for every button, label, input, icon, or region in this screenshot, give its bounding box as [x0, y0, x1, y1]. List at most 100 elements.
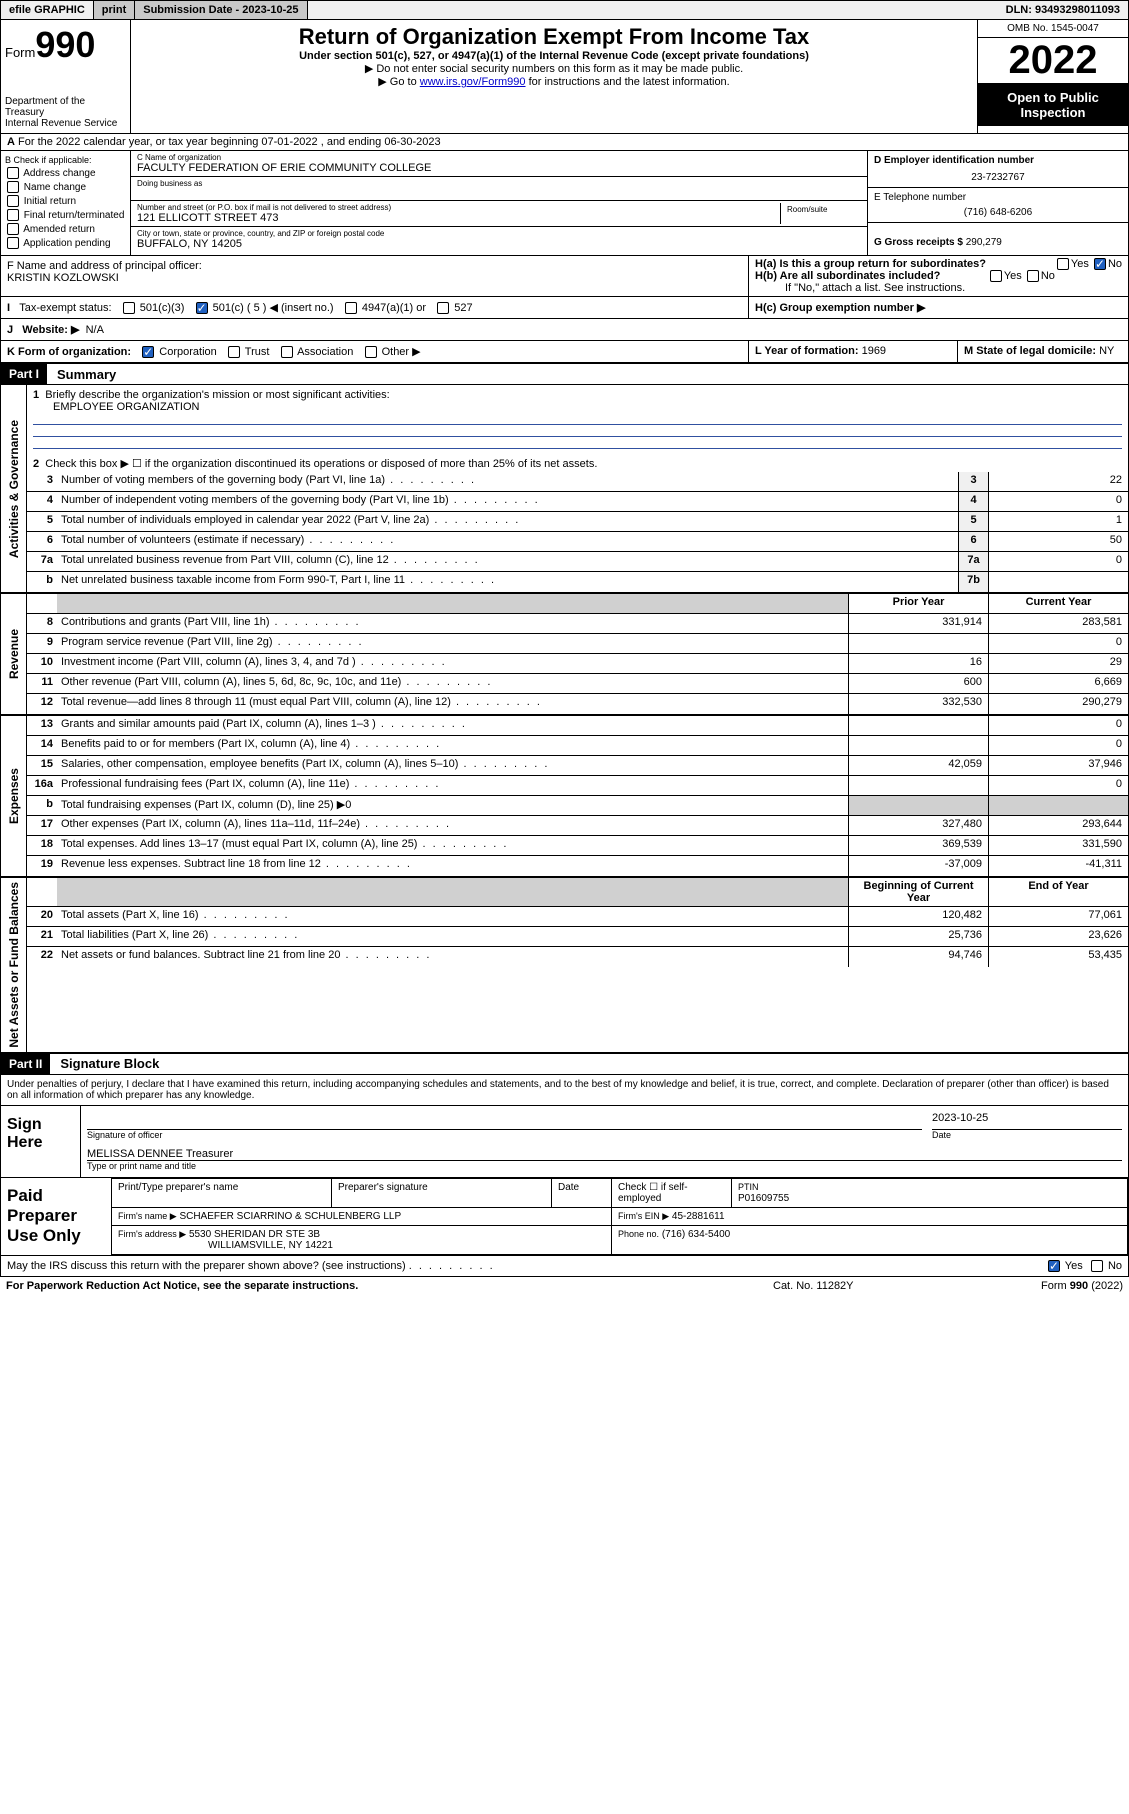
table-row: 18Total expenses. Add lines 13–17 (must … [27, 836, 1128, 856]
col-d-meta: D Employer identification number 23-7232… [868, 151, 1128, 255]
part2-badge: Part II [1, 1054, 50, 1074]
irs-link[interactable]: www.irs.gov/Form990 [420, 76, 526, 88]
mission-text: EMPLOYEE ORGANIZATION [33, 401, 200, 413]
omb-cell: OMB No. 1545-0047 2022 Open to Public In… [978, 20, 1128, 133]
dln-label: DLN: 93493298011093 [998, 1, 1128, 19]
section-expenses: Expenses 13Grants and similar amounts pa… [0, 716, 1129, 878]
table-row: 21Total liabilities (Part X, line 26)25,… [27, 927, 1128, 947]
cb-application-pending[interactable]: Application pending [5, 237, 126, 251]
address-row: Number and street (or P.O. box if mail i… [131, 201, 867, 227]
efile-label: efile GRAPHIC [1, 1, 94, 19]
col-b-checkboxes: B Check if applicable: Address change Na… [1, 151, 131, 255]
sig-date-value: 2023-10-25 [932, 1112, 1122, 1130]
group-exemption: H(c) Group exemption number ▶ [748, 297, 1128, 318]
note-link: ▶ Go to www.irs.gov/Form990 for instruct… [139, 75, 969, 88]
paid-preparer-label: Paid Preparer Use Only [1, 1178, 111, 1255]
section-net-assets: Net Assets or Fund Balances Beginning of… [0, 878, 1129, 1054]
line2: 2 Check this box ▶ ☐ if the organization… [27, 449, 1128, 472]
table-row: 7aTotal unrelated business revenue from … [27, 552, 1128, 572]
tax-year: 2022 [978, 37, 1128, 84]
table-row: 3Number of voting members of the governi… [27, 472, 1128, 492]
na-header-row: Beginning of Current Year End of Year [27, 878, 1128, 907]
pt-sig-label: Preparer's signature [332, 1178, 552, 1207]
rev-header-row: Prior Year Current Year [27, 594, 1128, 614]
title-cell: Return of Organization Exempt From Incom… [131, 20, 978, 133]
page-footer: For Paperwork Reduction Act Notice, see … [0, 1277, 1129, 1295]
print-button[interactable]: print [94, 1, 135, 19]
sign-here-label: Sign Here [1, 1106, 81, 1177]
col-b-title: B Check if applicable: [5, 155, 126, 165]
pt-name-label: Print/Type preparer's name [112, 1178, 332, 1207]
part1-title: Summary [47, 367, 116, 382]
form-title: Return of Organization Exempt From Incom… [139, 24, 969, 50]
table-row: 14Benefits paid to or for members (Part … [27, 736, 1128, 756]
table-row: 4Number of independent voting members of… [27, 492, 1128, 512]
form-word: Form [5, 45, 35, 60]
part2-header-row: Part II Signature Block [0, 1054, 1129, 1075]
cb-name-change[interactable]: Name change [5, 181, 126, 195]
org-name-cell: C Name of organization FACULTY FEDERATIO… [131, 151, 867, 177]
omb-number: OMB No. 1545-0047 [978, 20, 1128, 37]
year-state: L Year of formation: 1969 M State of leg… [748, 341, 1128, 362]
preparer-table: Print/Type preparer's name Preparer's si… [111, 1178, 1128, 1255]
tel-cell: E Telephone number (716) 648-6206 [868, 188, 1128, 223]
part1-badge: Part I [1, 364, 47, 384]
line1-label: Briefly describe the organization's miss… [45, 389, 389, 401]
table-row: 22Net assets or fund balances. Subtract … [27, 947, 1128, 967]
footer-left: For Paperwork Reduction Act Notice, see … [6, 1280, 773, 1292]
form-of-org: K Form of organization: Corporation Trus… [1, 341, 748, 362]
footer-center: Cat. No. 11282Y [773, 1280, 973, 1292]
table-row: 9Program service revenue (Part VIII, lin… [27, 634, 1128, 654]
table-row: 6Total number of volunteers (estimate if… [27, 532, 1128, 552]
table-row: bNet unrelated business taxable income f… [27, 572, 1128, 592]
pt-date-label: Date [552, 1178, 612, 1207]
preparer-block: Paid Preparer Use Only Print/Type prepar… [1, 1177, 1128, 1255]
firm-name-cell: Firm's name ▶ SCHAEFER SCIARRINO & SCHUL… [112, 1207, 612, 1225]
table-row: 19Revenue less expenses. Subtract line 1… [27, 856, 1128, 876]
table-row: 20Total assets (Part X, line 16)120,4827… [27, 907, 1128, 927]
city-cell: City or town, state or province, country… [131, 227, 867, 252]
type-name-label: Type or print name and title [87, 1161, 1122, 1171]
table-row: 10Investment income (Part VIII, column (… [27, 654, 1128, 674]
room-suite-label: Room/suite [787, 205, 855, 214]
cb-address-change[interactable]: Address change [5, 167, 126, 181]
form-num: 990 [35, 24, 95, 65]
gross-cell: G Gross receipts $ 290,279 [868, 223, 1128, 252]
row-i-hc: I Tax-exempt status: 501(c)(3) 501(c) ( … [0, 297, 1129, 319]
table-row: 11Other revenue (Part VIII, column (A), … [27, 674, 1128, 694]
principal-officer: F Name and address of principal officer:… [1, 256, 748, 296]
table-row: 15Salaries, other compensation, employee… [27, 756, 1128, 776]
form-subtitle: Under section 501(c), 527, or 4947(a)(1)… [139, 50, 969, 62]
note-ssn: ▶ Do not enter social security numbers o… [139, 62, 969, 75]
discuss-row: May the IRS discuss this return with the… [1, 1255, 1128, 1276]
part1-header-row: Part I Summary [0, 364, 1129, 385]
table-row: bTotal fundraising expenses (Part IX, co… [27, 796, 1128, 816]
sig-officer-label: Signature of officer [87, 1130, 922, 1140]
submission-date-button[interactable]: Submission Date - 2023-10-25 [135, 1, 307, 19]
open-inspection: Open to Public Inspection [978, 84, 1128, 126]
ptin-cell: PTINP01609755 [732, 1178, 1128, 1207]
col-c-org-info: C Name of organization FACULTY FEDERATIO… [131, 151, 868, 255]
section-revenue: Revenue Prior Year Current Year 8Contrib… [0, 594, 1129, 716]
firm-phone-cell: Phone no. (716) 634-5400 [612, 1225, 1128, 1254]
block-bcd: B Check if applicable: Address change Na… [0, 151, 1129, 256]
sign-fields: Signature of officer 2023-10-25 Date MEL… [81, 1106, 1128, 1177]
form-number-cell: Form990 Department of the Treasury Inter… [1, 20, 131, 133]
row-klm: K Form of organization: Corporation Trus… [0, 341, 1129, 364]
side-label-expenses: Expenses [5, 764, 23, 828]
part2-title: Signature Block [50, 1056, 159, 1071]
cb-amended-return[interactable]: Amended return [5, 223, 126, 237]
footer-right: Form 990 (2022) [973, 1280, 1123, 1292]
top-bar: efile GRAPHIC print Submission Date - 20… [0, 0, 1129, 20]
cb-final-return[interactable]: Final return/terminated [5, 209, 126, 223]
dba-cell: Doing business as [131, 177, 867, 201]
cb-initial-return[interactable]: Initial return [5, 195, 126, 209]
signature-block: Under penalties of perjury, I declare th… [0, 1075, 1129, 1277]
side-label-ag: Activities & Governance [5, 416, 23, 562]
table-row: 13Grants and similar amounts paid (Part … [27, 716, 1128, 736]
section-activities-governance: Activities & Governance 1 Briefly descri… [0, 385, 1129, 594]
table-row: 12Total revenue—add lines 8 through 11 (… [27, 694, 1128, 714]
pt-check-label: Check ☐ if self-employed [612, 1178, 732, 1207]
side-label-netassets: Net Assets or Fund Balances [5, 878, 23, 1052]
firm-addr-cell: Firm's address ▶ 5530 SHERIDAN DR STE 3B… [112, 1225, 612, 1254]
